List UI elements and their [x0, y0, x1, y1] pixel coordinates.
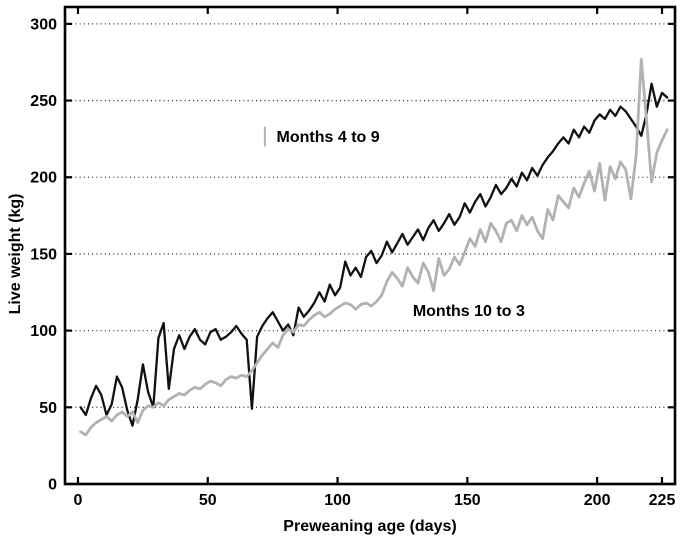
y-tick-label: 50	[39, 400, 57, 417]
plot-frame	[63, 5, 677, 486]
y-tick-label: 200	[30, 170, 57, 187]
x-axis-label: Preweaning age (days)	[283, 518, 456, 535]
y-tick-label: 0	[48, 477, 57, 494]
y-tick-label: 150	[30, 246, 57, 263]
x-tick-label: 0	[74, 492, 83, 509]
x-tick-label: 100	[324, 492, 351, 509]
series-line-months-10-to-3	[79, 57, 669, 437]
series-line-months-4-to-9	[79, 82, 669, 427]
x-tick-label: 50	[199, 492, 217, 509]
y-tick-label: 300	[30, 16, 57, 33]
y-tick-label: 100	[30, 323, 57, 340]
x-tick-label: 225	[649, 492, 676, 509]
annotation-label-months-4-to-9: Months 4 to 9	[277, 129, 380, 146]
x-tick-label: 150	[454, 492, 481, 509]
y-axis-label: Live weight (kg)	[7, 193, 24, 314]
annotation-label-months-10-to-3: Months 10 to 3	[413, 303, 525, 320]
x-tick-label: 200	[584, 492, 611, 509]
y-tick-label: 250	[30, 93, 57, 110]
